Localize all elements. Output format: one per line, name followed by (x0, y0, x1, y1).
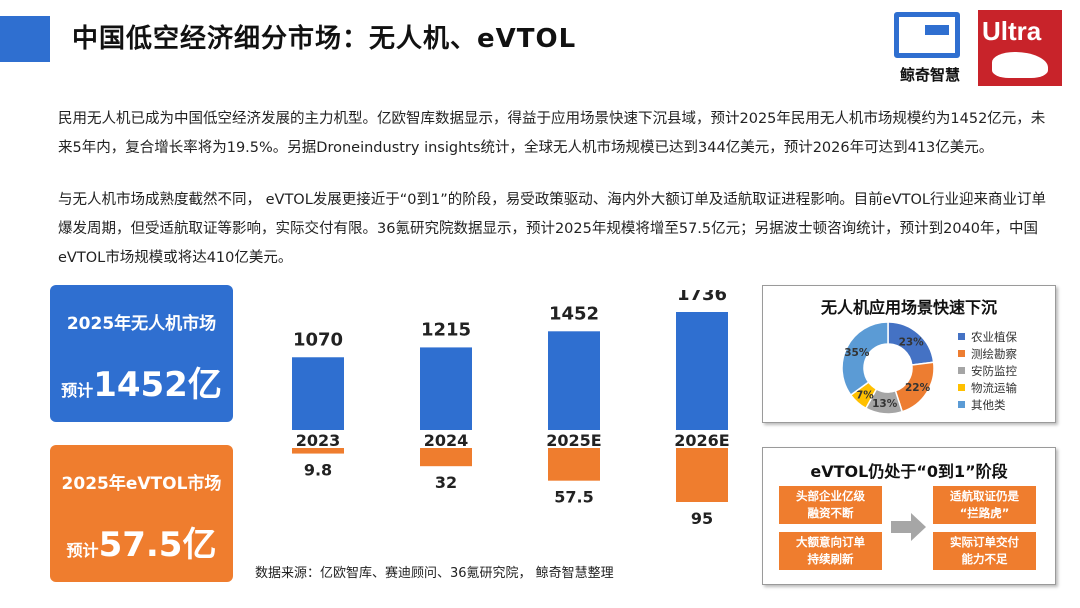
bar-lower (292, 448, 344, 454)
bar-upper (420, 347, 472, 430)
drone-scenario-panel: 无人机应用场景快速下沉 23% 22% 13% 7% 35% 农业植保测绘勘察安防监控物… (762, 285, 1056, 423)
kpi-card-evtol: 2025年eVTOL市场 预计57.5亿 (50, 445, 233, 582)
bar-upper (676, 312, 728, 430)
evtol-item-orders: 大额意向订单 持续刷新 (779, 532, 882, 570)
evtol-panel-title: eVTOL仍处于“0到1”阶段 (810, 462, 1008, 481)
legend-item: 物流运输 (958, 379, 1017, 396)
category-label: 2025E (546, 431, 601, 450)
bar-lower-value: 95 (691, 509, 713, 528)
legend-item: 测绘勘察 (958, 345, 1017, 362)
kpi-drone-value-row: 预计1452亿 (50, 357, 233, 406)
brand-logo: 鲸奇智慧 (890, 12, 966, 86)
bar-lower (676, 448, 728, 502)
brand-name: 鲸奇智慧 (899, 66, 960, 84)
legend-label: 其他类 (971, 397, 1006, 412)
brand-logo-mark-icon (894, 12, 960, 58)
paragraph-drone: 民用无人机已成为中国低空经济发展的主力机型。亿欧智库数据显示，得益于应用场景快速… (58, 111, 1046, 156)
kpi-card-drone: 2025年无人机市场 预计1452亿 (50, 285, 233, 422)
evtol-item-certification: 适航取证仍是 “拦路虎” (933, 486, 1036, 524)
kpi-evtol-prefix: 预计 (66, 541, 99, 560)
donut-legend: 农业植保测绘勘察安防监控物流运输其他类 (958, 328, 1017, 413)
kpi-evtol-value: 57.5亿 (98, 525, 217, 565)
paragraph-evtol: 与无人机市场成熟度截然不同， eVTOL发展更接近于“0到1”的阶段，易受政策驱… (58, 192, 1046, 266)
kpi-drone-value: 1452亿 (93, 365, 222, 405)
rhino-icon (992, 52, 1048, 78)
legend-swatch (958, 350, 965, 357)
evtol-item-delivery: 实际订单交付 能力不足 (933, 532, 1036, 570)
category-label: 2024 (424, 431, 469, 450)
legend-swatch (958, 367, 965, 374)
category-label: 2023 (296, 431, 341, 450)
legend-swatch (958, 401, 965, 408)
bar-upper-value: 1736 (677, 290, 727, 305)
bar-lower-value: 57.5 (554, 488, 593, 507)
source-note: 数据来源：亿欧智库、赛迪顾问、36氪研究院， 鲸奇智慧整理 (255, 566, 614, 581)
legend-item: 农业植保 (958, 328, 1017, 345)
right-arrow-icon (891, 513, 926, 541)
kpi-evtol-value-row: 预计57.5亿 (50, 517, 233, 566)
donut-chart-title: 无人机应用场景快速下沉 (820, 298, 997, 317)
header-accent-block (0, 16, 50, 62)
bar-lower (548, 448, 600, 481)
bar-lower (420, 448, 472, 467)
evtol-item-financing: 头部企业亿级 融资不断 (779, 486, 882, 524)
category-label: 2026E (674, 431, 729, 450)
kpi-drone-prefix: 预计 (61, 381, 94, 400)
legend-swatch (958, 333, 965, 340)
evtol-stage-panel: eVTOL仍处于“0到1”阶段 头部企业亿级 融资不断 大额意向订单 持续刷新 … (762, 447, 1056, 585)
bar-upper-value: 1070 (293, 329, 343, 350)
legend-label: 安防监控 (971, 363, 1017, 378)
bar-lower-value: 9.8 (304, 461, 332, 480)
legend-label: 农业植保 (971, 329, 1017, 344)
legend-item: 安防监控 (958, 362, 1017, 379)
scenario-donut-chart: 23% 22% 13%7% 35% (841, 321, 935, 415)
legend-swatch (958, 384, 965, 391)
kpi-drone-label: 2025年无人机市场 (66, 314, 217, 334)
bar-upper (292, 357, 344, 430)
bar-upper-value: 1452 (549, 303, 599, 324)
donut-value-label: 13% (872, 398, 898, 410)
donut-value-label: 22% (905, 382, 931, 394)
kpi-evtol-label: 2025年eVTOL市场 (61, 474, 222, 494)
legend-label: 测绘勘察 (971, 346, 1017, 361)
legend-item: 其他类 (958, 396, 1017, 413)
bar-upper (548, 331, 600, 430)
donut-value-label: 23% (899, 337, 925, 349)
page-title: 中国低空经济细分市场：无人机、eVTOL (72, 24, 577, 54)
market-bar-chart: 1070 2023 9.8 1215 2024 32 1452 2025E 57.5 1736 20… (292, 290, 730, 528)
partner-logo-text: Ultra (982, 16, 1042, 46)
partner-logo: Ultra (978, 10, 1062, 86)
donut-value-label: 35% (844, 347, 870, 359)
bar-lower-value: 32 (435, 473, 457, 492)
legend-label: 物流运输 (971, 380, 1017, 395)
donut-value-label: 7% (856, 389, 874, 401)
donut-slice (841, 321, 889, 397)
bar-upper-value: 1215 (421, 319, 471, 340)
